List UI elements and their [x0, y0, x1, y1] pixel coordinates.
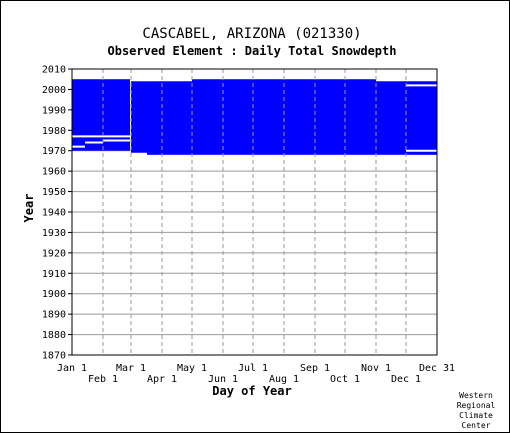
y-tick-label: 1910	[42, 269, 66, 280]
y-tick-label: 1940	[42, 208, 66, 219]
x-tick-label: Jan 1	[57, 363, 87, 374]
credit-line-4: Center	[462, 421, 491, 430]
x-tick-label: Dec 31	[419, 363, 455, 374]
y-tick-label: 1900	[42, 289, 66, 300]
y-tick-label: 1880	[42, 330, 66, 341]
x-tick-label: Jul 1	[238, 363, 268, 374]
y-tick-label: 1870	[42, 351, 66, 362]
data-bar	[147, 81, 192, 155]
x-tick-label: Jun 1	[208, 374, 238, 385]
x-tick-label: Sep 1	[300, 363, 330, 374]
y-axis-ticks: 1870 1880 1890 1900 1910 1920 1930 1940 1950 1960…	[42, 65, 72, 362]
y-tick-label: 1930	[42, 228, 66, 239]
data-gaps	[72, 84, 437, 152]
y-tick-label: 1990	[42, 105, 66, 116]
y-tick-label: 1970	[42, 146, 66, 157]
y-tick-label: 2000	[42, 85, 66, 96]
credit-line-3: Climate	[459, 411, 493, 420]
y-tick-label: 1920	[42, 248, 66, 259]
data-bar	[72, 79, 130, 151]
y-tick-label: 1890	[42, 310, 66, 321]
x-axis-label: Day of Year	[212, 384, 291, 398]
gridlines-vertical	[102, 69, 407, 355]
data-bar	[376, 81, 406, 155]
chart-title: CASCABEL, ARIZONA (021330)	[142, 26, 361, 42]
y-axis-label: Year	[22, 194, 36, 223]
x-tick-label: Feb 1	[88, 374, 118, 385]
data-bars	[72, 79, 437, 155]
credit-line-1: Western	[459, 391, 493, 400]
x-tick-label: Apr 1	[147, 374, 177, 385]
credit-block: Western Regional Climate Center	[457, 391, 496, 430]
y-tick-label: 2010	[42, 65, 66, 76]
y-tick-label: 1960	[42, 167, 66, 178]
data-bar	[131, 81, 147, 153]
x-tick-label: Dec 1	[391, 374, 421, 385]
y-tick-label: 1950	[42, 187, 66, 198]
y-tick-label: 1980	[42, 126, 66, 137]
x-tick-label: Aug 1	[269, 374, 299, 385]
x-tick-label: Mar 1	[116, 363, 146, 374]
chart-subtitle: Observed Element : Daily Total Snowdepth	[108, 44, 397, 58]
x-tick-label: May 1	[177, 363, 207, 374]
credit-line-2: Regional	[457, 401, 496, 410]
data-bar	[406, 81, 437, 155]
x-tick-label: Nov 1	[361, 363, 391, 374]
x-tick-label: Oct 1	[330, 374, 360, 385]
x-axis-ticks: Jan 1 Mar 1 May 1 Jul 1 Sep 1 Nov 1 Dec 31 Feb …	[57, 363, 455, 385]
